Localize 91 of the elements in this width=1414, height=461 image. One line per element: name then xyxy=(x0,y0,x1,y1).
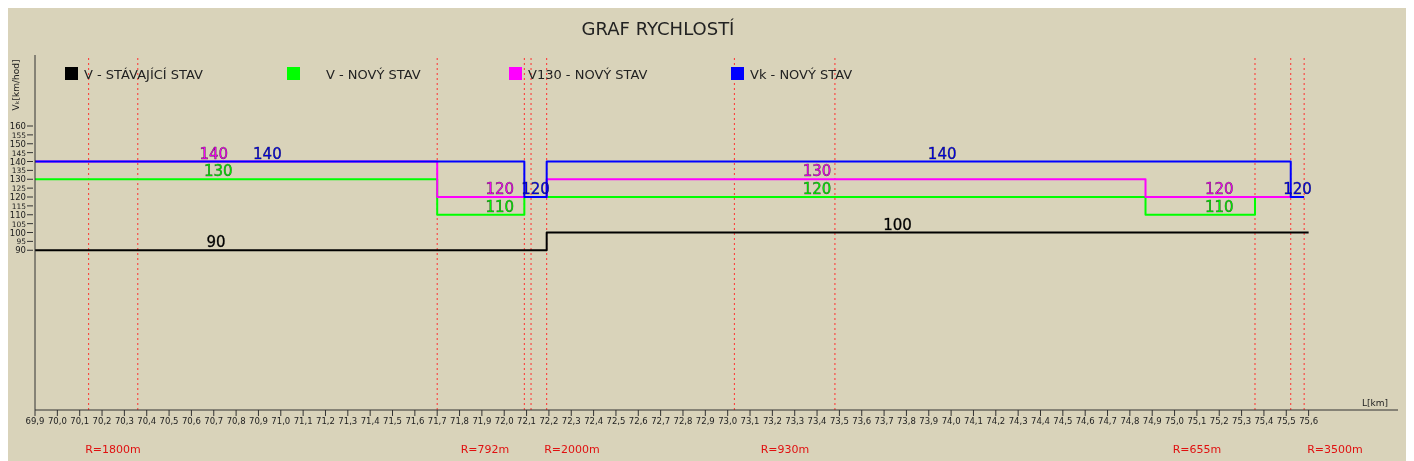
x-tick-label: 75,5 xyxy=(1276,416,1296,427)
x-tick-label: 74,0 xyxy=(941,416,961,427)
x-tick-label: 73,8 xyxy=(896,416,916,427)
data-label: 120 xyxy=(802,180,832,198)
x-tick-label: 74,5 xyxy=(1053,416,1073,427)
x-tick-label: 72,4 xyxy=(584,416,604,427)
data-label: 100 xyxy=(883,215,912,234)
x-tick-label: 71,3 xyxy=(338,416,358,427)
y-tick-label: 150 xyxy=(9,138,26,149)
x-tick-label: 73,7 xyxy=(874,416,894,427)
text: R=792m xyxy=(460,443,510,456)
legend-label: Vk - NOVÝ STAV xyxy=(750,67,853,82)
x-tick-label: 74,6 xyxy=(1075,416,1095,427)
x-tick-label: 74,2 xyxy=(986,416,1006,427)
x-tick-label: 70,7 xyxy=(204,416,224,427)
x-tick-label: 74,1 xyxy=(963,416,983,427)
data-label: 140 xyxy=(253,144,282,163)
data-label: 110 xyxy=(485,197,515,216)
x-tick-label: 72,2 xyxy=(539,416,559,427)
data-label: 90 xyxy=(206,233,226,252)
x-tick-label: 75,1 xyxy=(1187,416,1207,427)
x-tick-label: 74,8 xyxy=(1120,416,1140,427)
x-tick-label: 73,0 xyxy=(718,416,738,427)
x-tick-label: 74,4 xyxy=(1031,416,1050,427)
x-axis-title: L[km] xyxy=(1362,398,1389,408)
x-tick-label: 73,2 xyxy=(762,416,782,427)
y-tick-label: 110 xyxy=(9,209,26,220)
x-tick-label: 70,4 xyxy=(137,416,157,427)
data-label: 130 xyxy=(802,162,832,181)
x-tick-label: 74,9 xyxy=(1142,416,1162,427)
y-tick-label: 100 xyxy=(9,227,26,238)
x-tick-label: 71,1 xyxy=(293,416,313,427)
x-tick-label: 73,4 xyxy=(807,416,827,427)
x-tick-label: 71,4 xyxy=(360,416,380,427)
x-tick-label: 69,9 xyxy=(25,416,45,427)
y-tick-label: 130 xyxy=(9,174,26,185)
x-tick-label: 70,0 xyxy=(47,416,67,427)
legend-label: V130 - NOVÝ STAV xyxy=(528,67,648,82)
x-tick-label: 74,3 xyxy=(1008,416,1028,427)
data-label: 140 xyxy=(927,144,957,163)
x-tick-label: 70,5 xyxy=(159,416,179,427)
x-tick-label: 75,2 xyxy=(1209,416,1229,427)
data-label: 130 xyxy=(203,162,233,181)
x-tick-label: 72,3 xyxy=(561,416,581,427)
y-tick-label: 90 xyxy=(15,245,26,256)
x-tick-label: 71,5 xyxy=(383,416,402,427)
x-tick-label: 70,1 xyxy=(70,416,90,427)
x-tick-label: 73,6 xyxy=(852,416,872,427)
x-tick-label: 75,4 xyxy=(1254,416,1274,427)
x-tick-label: 74,7 xyxy=(1098,416,1117,427)
y-tick-label: 160 xyxy=(9,121,26,131)
x-tick-label: 70,8 xyxy=(226,416,246,427)
x-tick-label: 70,9 xyxy=(248,416,268,427)
x-tick-label: 71,9 xyxy=(472,416,492,427)
x-tick-label: 72,9 xyxy=(695,416,715,427)
data-label: 110 xyxy=(1204,197,1234,216)
x-tick-label: 71,2 xyxy=(316,416,335,427)
x-tick-label: 72,6 xyxy=(628,416,648,427)
x-tick-label: 72,5 xyxy=(606,416,626,427)
x-tick-label: 75,6 xyxy=(1299,416,1319,427)
y-tick-label: 120 xyxy=(9,192,26,202)
x-tick-label: 71,7 xyxy=(427,416,447,427)
x-tick-label: 73,1 xyxy=(740,416,760,427)
x-tick-label: 72,0 xyxy=(494,416,514,427)
x-tick-label: 73,9 xyxy=(919,416,939,427)
chart-title: GRAF RYCHLOSTÍ xyxy=(581,18,735,39)
x-tick-label: 71,6 xyxy=(405,416,425,427)
x-tick-label: 75,0 xyxy=(1165,416,1185,427)
data-label: 120 xyxy=(1204,180,1234,198)
x-tick-label: 70,6 xyxy=(181,416,201,427)
y-axis-title: Vₖ[km/hod] xyxy=(11,59,21,111)
data-label: 140 xyxy=(199,144,229,163)
x-tick-label: 70,3 xyxy=(114,416,134,427)
x-tick-label: 73,5 xyxy=(829,416,849,427)
x-tick-label: 72,1 xyxy=(517,416,537,427)
x-tick-label: 75,3 xyxy=(1232,416,1252,427)
x-tick-label: 71,8 xyxy=(450,416,470,427)
text: R=655m xyxy=(1172,443,1222,456)
data-label: 120 xyxy=(485,180,515,198)
x-tick-label: 72,8 xyxy=(673,416,693,427)
text: R=3500m xyxy=(1307,443,1363,456)
x-tick-label: 70,2 xyxy=(92,416,112,427)
text: R=930m xyxy=(760,443,810,456)
x-tick-label: 71,0 xyxy=(271,416,291,427)
y-tick-label: 140 xyxy=(9,156,26,167)
legend-label: V - NOVÝ STAV xyxy=(326,67,421,82)
legend-label: V - STÁVAJÍCÍ STAV xyxy=(84,67,203,82)
text: R=1800m xyxy=(85,443,141,456)
text: R=2000m xyxy=(544,443,600,456)
x-tick-label: 72,7 xyxy=(651,416,671,427)
x-tick-label: 73,3 xyxy=(785,416,805,427)
